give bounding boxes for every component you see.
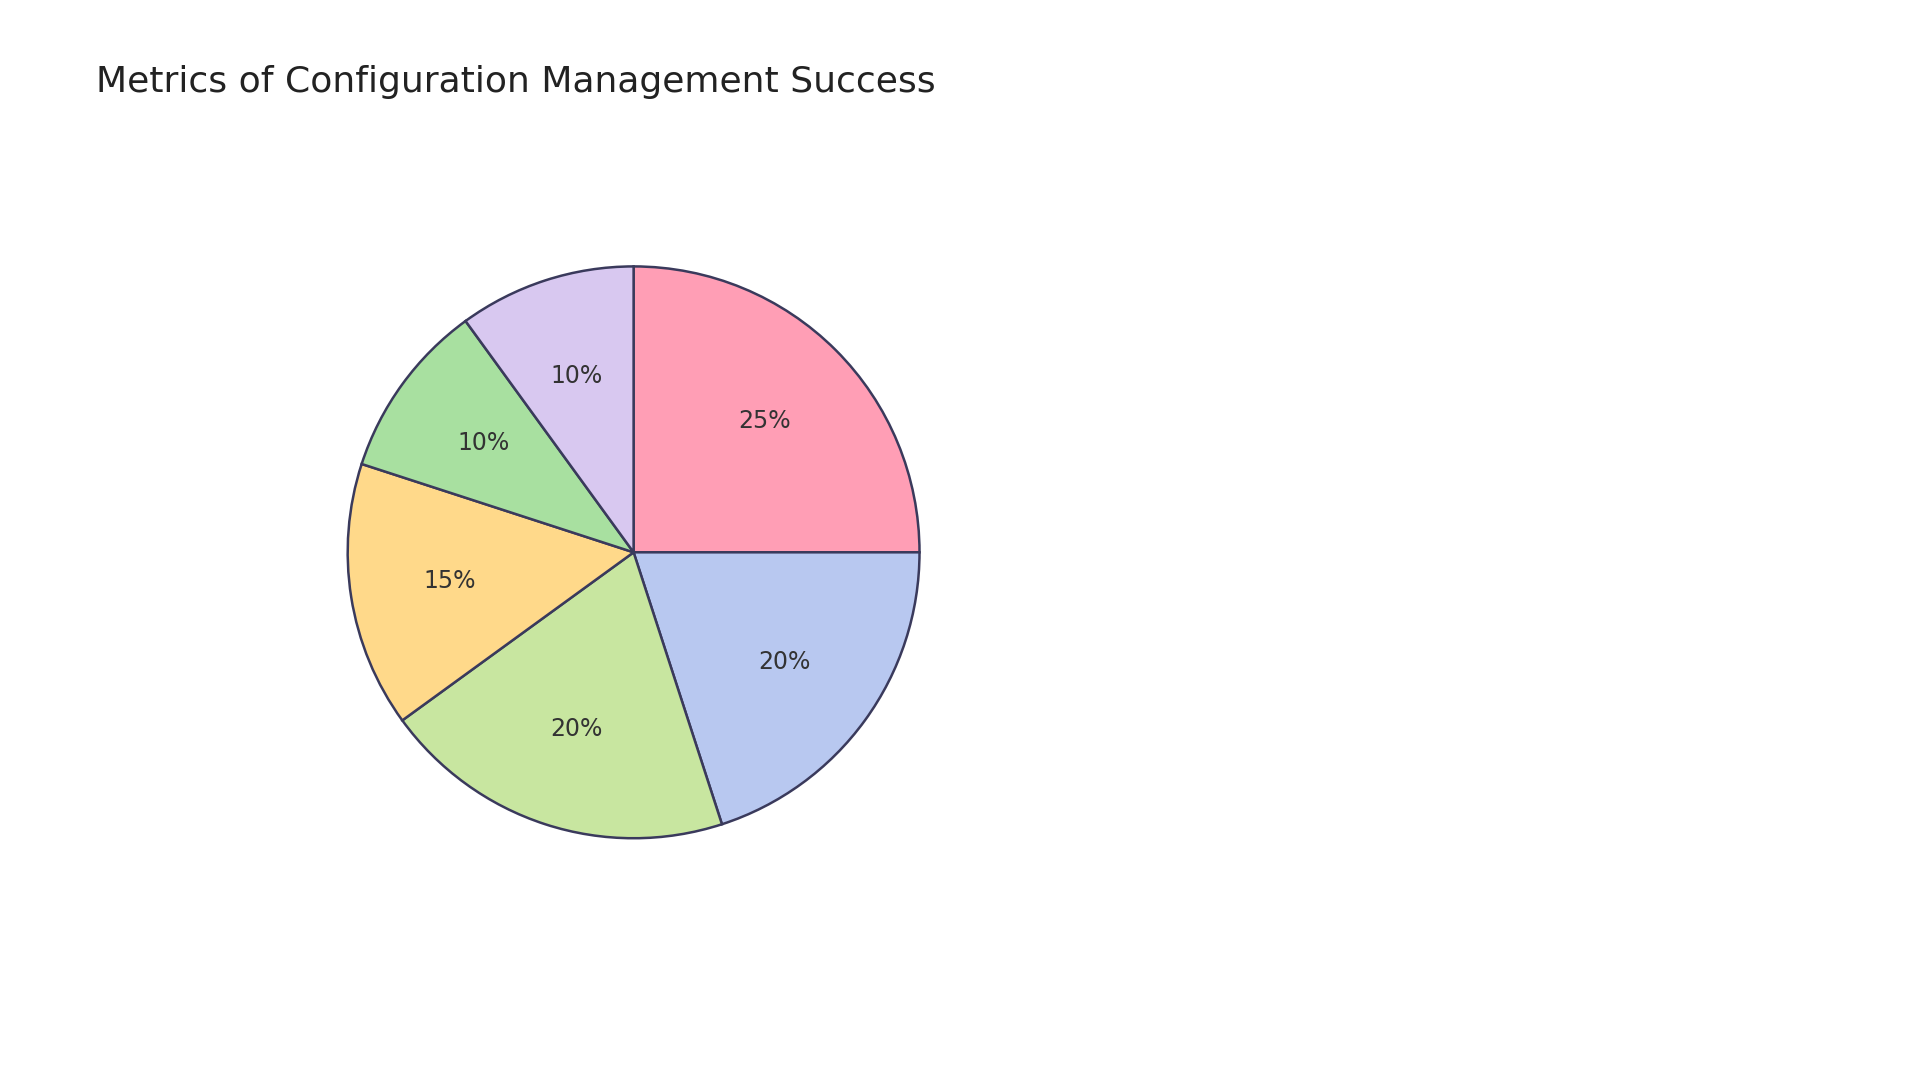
- Text: 15%: 15%: [424, 570, 476, 593]
- Text: 10%: 10%: [549, 364, 603, 388]
- Wedge shape: [348, 464, 634, 720]
- Wedge shape: [361, 321, 634, 552]
- Text: Metrics of Configuration Management Success: Metrics of Configuration Management Succ…: [96, 65, 935, 99]
- Text: 20%: 20%: [758, 650, 810, 674]
- Text: 20%: 20%: [549, 717, 603, 741]
- Wedge shape: [634, 552, 920, 824]
- Wedge shape: [634, 266, 920, 552]
- Wedge shape: [403, 552, 722, 838]
- Legend: Compliance Rate, Incident Response Time, Change Success Rate, Audit Findings, St: Compliance Rate, Incident Response Time,…: [1202, 376, 1574, 707]
- Wedge shape: [465, 266, 634, 552]
- Text: 10%: 10%: [457, 431, 509, 455]
- Text: 25%: 25%: [739, 409, 791, 433]
